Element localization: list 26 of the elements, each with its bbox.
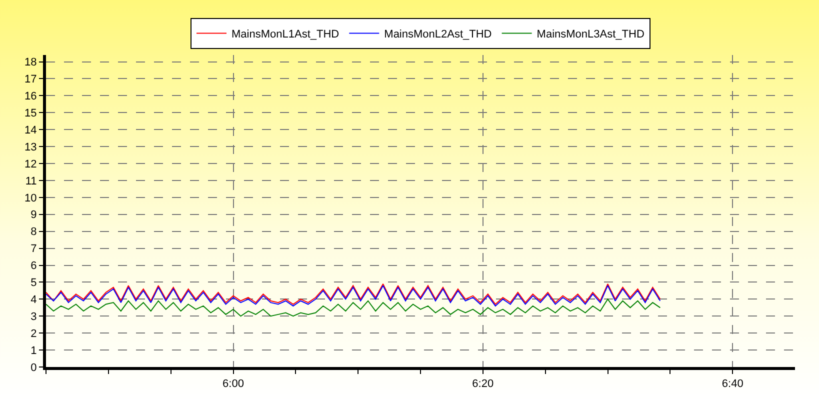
line-series <box>46 298 661 317</box>
y-tick-label: 16 <box>24 90 37 103</box>
y-tick-label: 5 <box>30 277 37 290</box>
legend-label: MainsMonL3Ast_THD <box>536 28 644 41</box>
y-tick-label: 12 <box>24 158 37 170</box>
x-tick-label: 6:00 <box>222 378 244 390</box>
y-tick-label: 17 <box>24 74 37 86</box>
y-tick-label: 0 <box>30 362 37 374</box>
x-tick-label: 6:20 <box>472 378 494 390</box>
y-tick-label: 7 <box>30 243 37 256</box>
y-tick-label: 18 <box>24 56 37 69</box>
y-tick-label: 6 <box>30 260 37 272</box>
y-tick-label: 15 <box>24 108 37 120</box>
y-tick-label: 13 <box>24 141 37 154</box>
y-tick-label: 4 <box>30 294 37 306</box>
y-tick-label: 14 <box>24 124 37 136</box>
y-tick-label: 8 <box>30 226 37 238</box>
y-tick-label: 9 <box>30 209 37 222</box>
y-tick-label: 1 <box>30 344 37 357</box>
y-tick-label: 2 <box>30 328 37 340</box>
x-tick-label: 6:40 <box>722 378 744 390</box>
legend-label: MainsMonL1Ast_THD <box>232 28 340 41</box>
legend-label: MainsMonL2Ast_THD <box>384 28 492 41</box>
y-tick-label: 11 <box>25 175 37 188</box>
y-tick-label: 3 <box>30 310 37 323</box>
y-tick-label: 10 <box>24 192 37 204</box>
